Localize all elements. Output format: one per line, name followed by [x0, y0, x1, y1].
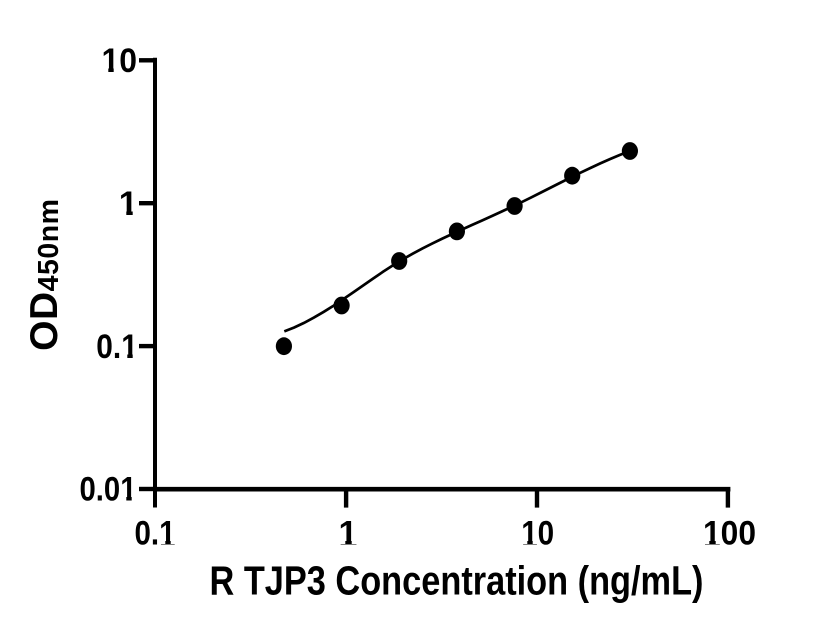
svg-text:10: 10	[521, 514, 554, 552]
svg-text:0.1: 0.1	[135, 514, 176, 552]
svg-text:10: 10	[102, 42, 138, 80]
svg-text:OD450nm: OD450nm	[23, 199, 66, 351]
svg-text:R TJP3 Concentration (ng/mL): R TJP3 Concentration (ng/mL)	[210, 558, 704, 604]
svg-text:0.01: 0.01	[80, 471, 137, 509]
svg-text:0.1: 0.1	[96, 328, 138, 366]
svg-text:1: 1	[119, 185, 138, 223]
svg-text:1: 1	[338, 514, 357, 552]
svg-text:100: 100	[703, 514, 756, 552]
